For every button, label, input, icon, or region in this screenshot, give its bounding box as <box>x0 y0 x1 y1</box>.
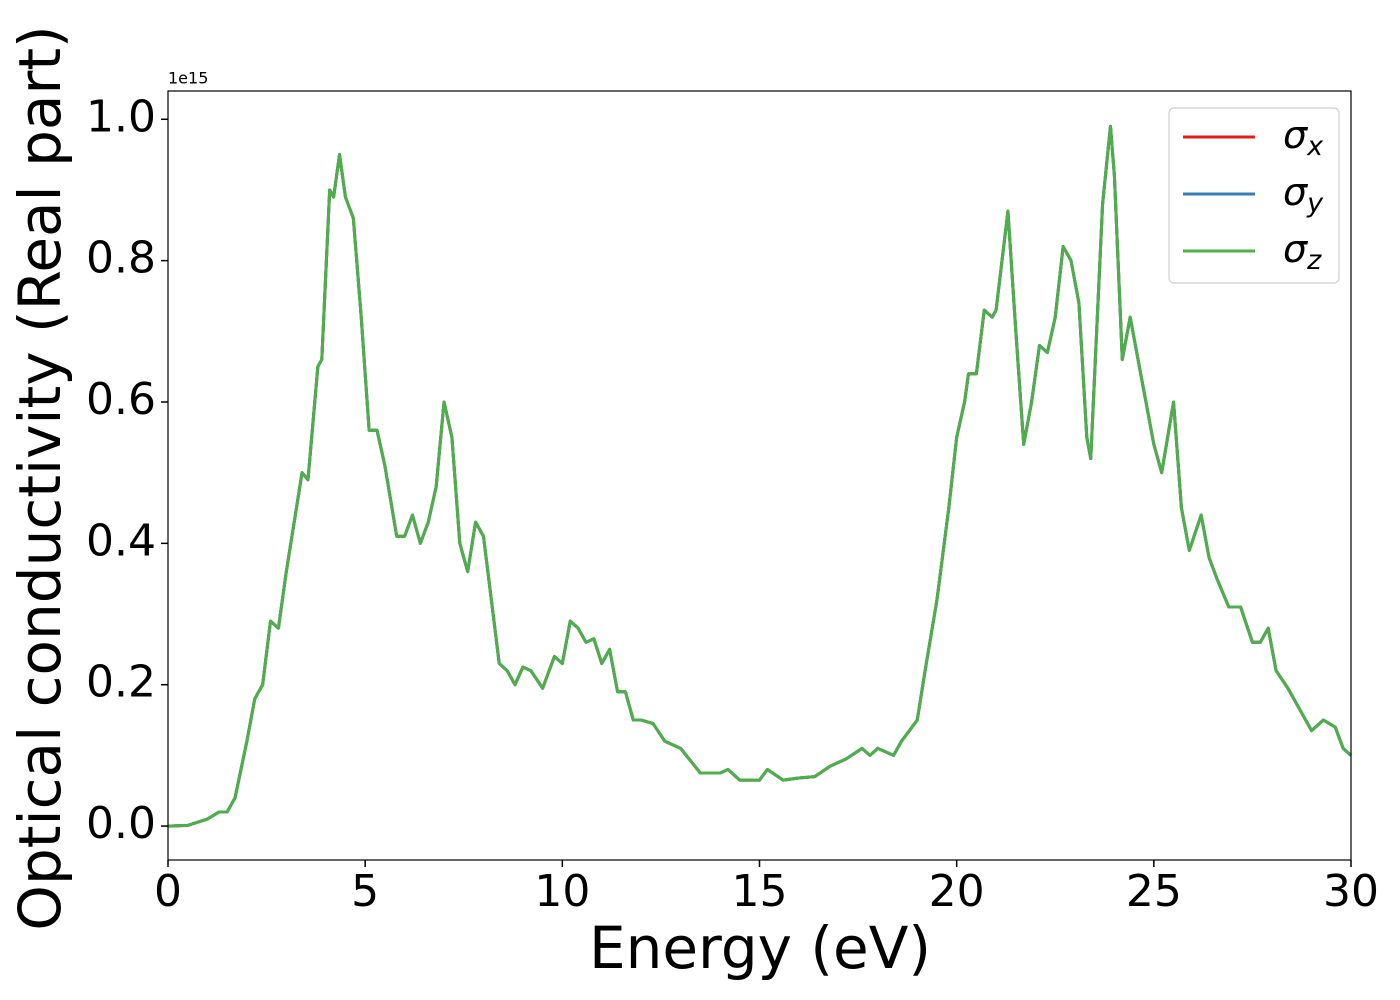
x-tick-label: 30 <box>1323 866 1379 917</box>
y-tick-label: 0.8 <box>86 233 156 284</box>
y-axis-label: Optical conductivity (Real part) <box>6 25 74 930</box>
y-tick-label: 0.6 <box>86 374 156 425</box>
x-tick-label: 25 <box>1126 866 1182 917</box>
x-tick-label: 5 <box>351 866 379 917</box>
x-tick-label: 0 <box>154 866 182 917</box>
legend-label: σz <box>1283 227 1322 276</box>
y-tick-label: 1.0 <box>86 91 156 142</box>
plot-frame <box>167 90 1352 861</box>
x-tick-label: 10 <box>534 866 590 917</box>
x-tick-label: 15 <box>732 866 788 917</box>
y-tick-label: 0.0 <box>86 798 156 849</box>
x-axis-label: Energy (eV) <box>589 914 931 982</box>
offset-text: 1e15 <box>168 69 208 88</box>
legend-label: σy <box>1283 170 1324 219</box>
legend-label: σx <box>1283 113 1324 162</box>
y-tick-label: 0.4 <box>86 515 156 566</box>
y-tick-label: 0.2 <box>86 657 156 708</box>
x-tick-label: 20 <box>929 866 985 917</box>
series-line <box>167 124 1353 828</box>
